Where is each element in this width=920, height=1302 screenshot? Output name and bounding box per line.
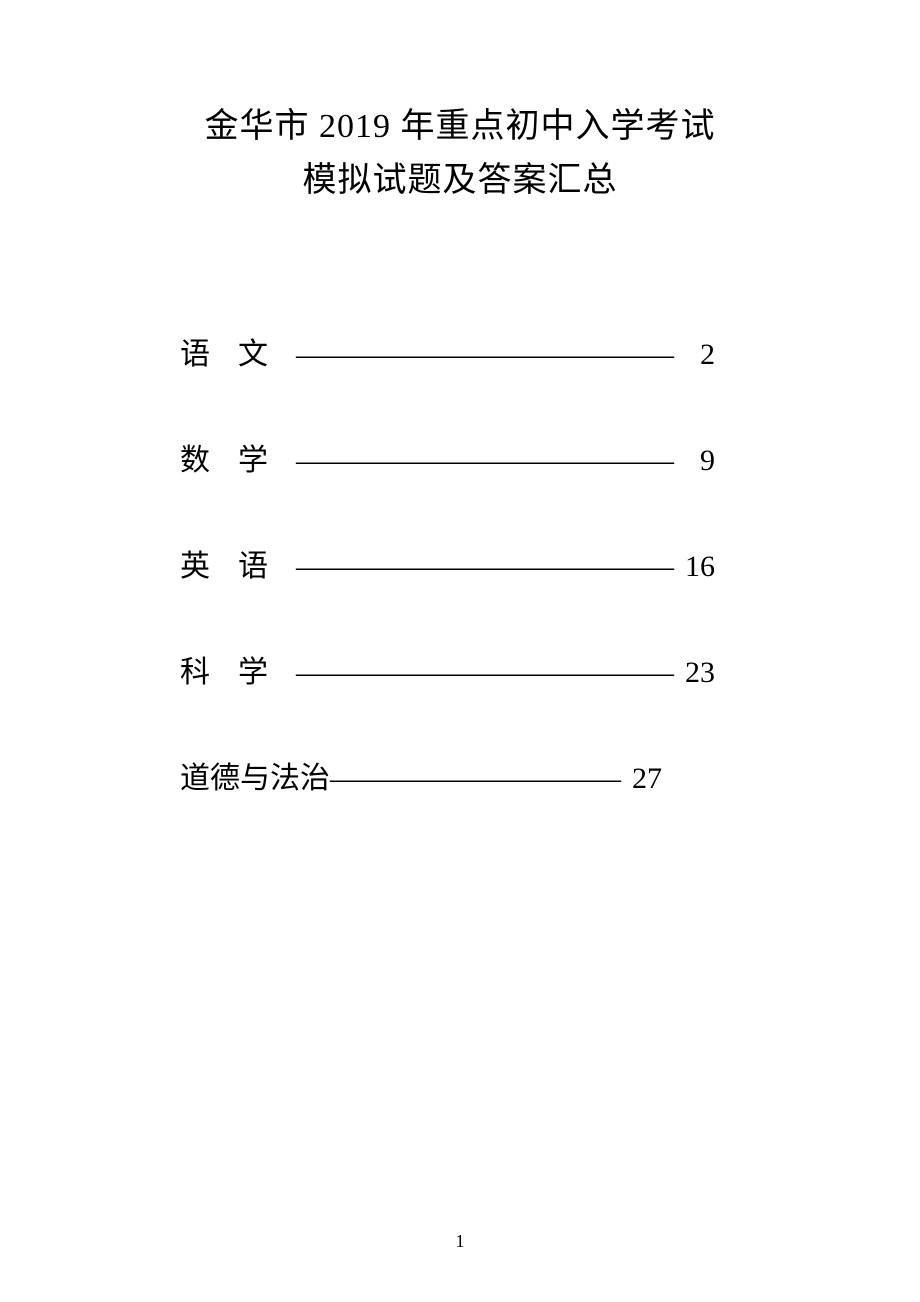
title-block: 金华市 2019 年重点初中入学考试 模拟试题及答案汇总 bbox=[110, 100, 810, 209]
toc-page-number: 9 bbox=[673, 444, 715, 478]
toc-item: 英语 ————————————— 16 bbox=[180, 541, 770, 585]
toc-label: 数学 bbox=[180, 435, 296, 479]
toc-label: 道德与法治 bbox=[180, 753, 330, 797]
toc-label: 英语 bbox=[180, 541, 296, 585]
toc-leader: ————————————— bbox=[296, 656, 673, 690]
toc-item: 道德与法治 —————————— 27 bbox=[180, 753, 770, 797]
toc-item: 数学 ————————————— 9 bbox=[180, 435, 770, 479]
title-line-1: 金华市 2019 年重点初中入学考试 bbox=[110, 100, 810, 154]
toc-leader: ————————————— bbox=[296, 338, 673, 372]
toc-label: 科学 bbox=[180, 647, 296, 691]
toc-item: 科学 ————————————— 23 bbox=[180, 647, 770, 691]
table-of-contents: 语文 ————————————— 2 数学 ————————————— 9 英语… bbox=[110, 329, 810, 797]
toc-leader: ————————————— bbox=[296, 444, 673, 478]
footer-page-number: 1 bbox=[0, 1231, 920, 1252]
document-page: 金华市 2019 年重点初中入学考试 模拟试题及答案汇总 语文 ————————… bbox=[0, 0, 920, 797]
toc-leader: —————————— bbox=[330, 762, 620, 796]
toc-page-number: 23 bbox=[673, 656, 715, 690]
toc-page-number: 2 bbox=[673, 338, 715, 372]
toc-leader: ————————————— bbox=[296, 550, 673, 584]
toc-item: 语文 ————————————— 2 bbox=[180, 329, 770, 373]
toc-label: 语文 bbox=[180, 329, 296, 373]
toc-page-number: 16 bbox=[673, 550, 715, 584]
toc-page-number: 27 bbox=[620, 762, 662, 796]
title-line-2: 模拟试题及答案汇总 bbox=[110, 154, 810, 208]
